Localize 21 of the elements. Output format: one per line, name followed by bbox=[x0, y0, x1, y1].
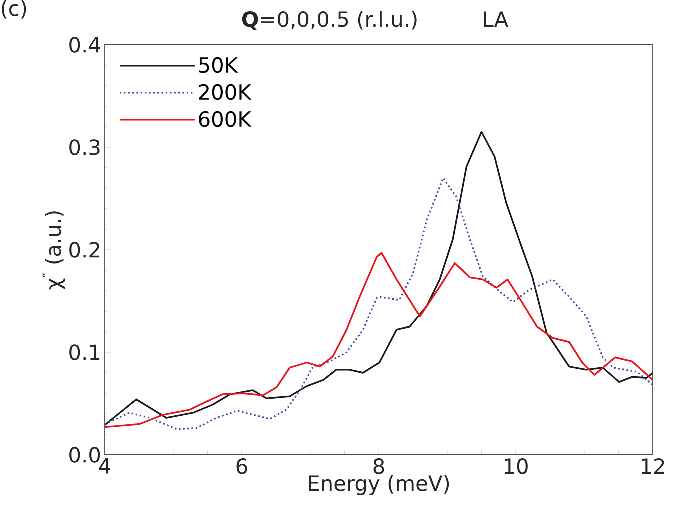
x-tick-label: 8 bbox=[374, 458, 384, 474]
y-tick-label: 0.1 bbox=[70, 344, 100, 360]
x-tick-label: 12 bbox=[642, 458, 664, 474]
chart-title: Q=0,0,0.5 (r.l.u.) bbox=[242, 11, 417, 30]
text: (c) bbox=[2, 0, 26, 19]
x-tick-label: 6 bbox=[236, 458, 248, 474]
y-tick-label: 0.4 bbox=[70, 37, 100, 53]
line-series bbox=[105, 131, 653, 426]
line-series bbox=[105, 177, 653, 430]
y-tick-label: 0.0 bbox=[70, 447, 100, 463]
text: LA bbox=[484, 12, 508, 27]
y-tick-label: 0.2 bbox=[70, 242, 100, 258]
legend-label: 50K bbox=[199, 57, 239, 74]
x-tick-label: 4 bbox=[99, 458, 110, 474]
line-series bbox=[105, 252, 653, 428]
x-tick-label: 10 bbox=[504, 458, 528, 474]
legend-label: 200K bbox=[199, 84, 252, 100]
y-tick-label: 0.3 bbox=[70, 140, 100, 156]
legend-label: 600K bbox=[199, 111, 252, 128]
y-axis-title: χ$^{″}$ (a.u.) bbox=[42, 212, 66, 290]
x-axis-title: Energy (meV) bbox=[309, 475, 450, 496]
